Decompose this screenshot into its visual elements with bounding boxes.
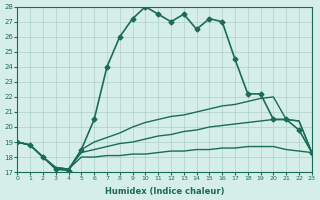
X-axis label: Humidex (Indice chaleur): Humidex (Indice chaleur) (105, 187, 224, 196)
